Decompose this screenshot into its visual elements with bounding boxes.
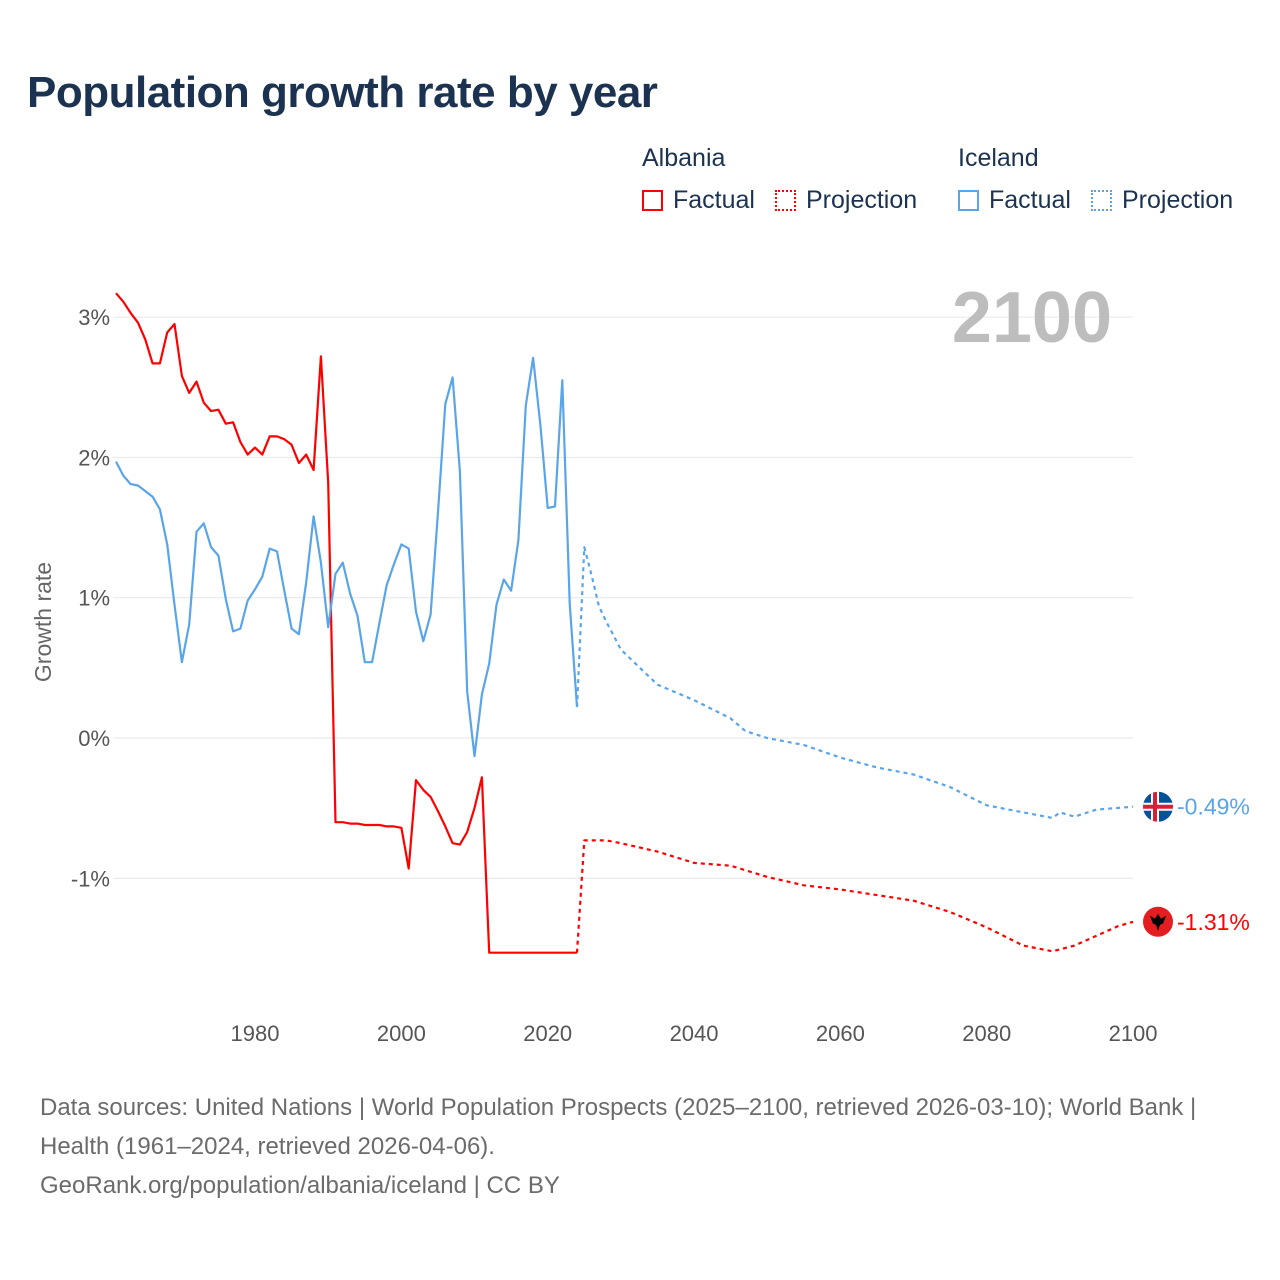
- chart-title: Population growth rate by year: [27, 68, 658, 117]
- series-lines: [115, 292, 1134, 954]
- y-tick-label: -1%: [71, 866, 110, 891]
- y-tick-label: 2%: [78, 445, 110, 470]
- series-iceland-factual: [115, 356, 579, 758]
- year-indicator: 2100: [952, 278, 1112, 358]
- series-iceland-projection: [575, 546, 1134, 820]
- x-tick-label: 2080: [962, 1021, 1011, 1046]
- gridlines: [113, 316, 1133, 879]
- legend-label: Factual: [673, 186, 755, 214]
- solid-swatch-icon: [958, 190, 979, 211]
- x-tick-label: 2000: [377, 1021, 426, 1046]
- legend-label: Projection: [1122, 186, 1234, 214]
- x-tick-label: 2040: [670, 1021, 719, 1046]
- solid-swatch-icon: [642, 190, 663, 211]
- x-tick-label: 1980: [231, 1021, 280, 1046]
- data-sources: Data sources: United Nations | World Pop…: [40, 1094, 1197, 1160]
- legend-iceland-factual[interactable]: Factual: [958, 186, 1071, 215]
- x-tick-label: 2060: [816, 1021, 865, 1046]
- legend-iceland-projection[interactable]: Projection: [1091, 186, 1233, 215]
- end-value-label: -1.31%: [1177, 909, 1250, 935]
- series-albania-factual: [115, 292, 577, 954]
- y-axis-label: Growth rate: [30, 562, 56, 682]
- legend-label: Factual: [989, 186, 1071, 214]
- y-tick-label: 0%: [78, 726, 110, 751]
- dotted-swatch-icon: [1091, 190, 1112, 211]
- y-axis: -1% 0% 1% 2% 3%: [71, 305, 110, 891]
- x-axis: 1980 2000 2020 2040 2060 2080 2100: [231, 1021, 1158, 1046]
- y-tick-label: 3%: [78, 305, 110, 330]
- end-value-label: -0.49%: [1177, 794, 1250, 820]
- flag-iceland-icon: [1143, 791, 1173, 822]
- credit-link[interactable]: GeoRank.org/population/albania/iceland |…: [40, 1172, 560, 1199]
- legend-albania-factual[interactable]: Factual: [642, 186, 755, 215]
- dotted-swatch-icon: [775, 190, 796, 211]
- legend-country-iceland: Iceland: [958, 144, 1039, 172]
- legend-country-albania: Albania: [642, 144, 726, 172]
- legend-albania-projection[interactable]: Projection: [775, 186, 917, 215]
- y-tick-label: 1%: [78, 586, 110, 611]
- end-labels: -0.49% -1.31%: [1143, 791, 1250, 937]
- series-albania-projection: [575, 839, 1134, 953]
- flag-albania-icon: [1143, 906, 1173, 937]
- legend-label: Projection: [806, 186, 918, 214]
- x-tick-label: 2020: [523, 1021, 572, 1046]
- footer: Data sources: United Nations | World Pop…: [40, 1088, 1240, 1205]
- x-tick-label: 2100: [1109, 1021, 1158, 1046]
